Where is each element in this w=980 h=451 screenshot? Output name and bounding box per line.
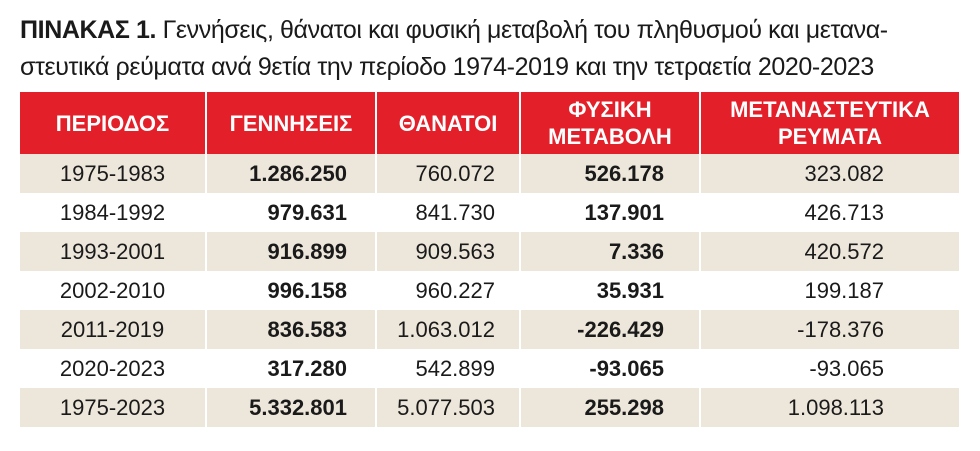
table-cell: 1.063.012 [376, 310, 521, 349]
title-line: στευτικά ρεύματα ανά 9ετία την περίοδο 1… [20, 53, 874, 81]
table-cell: 1975-2023 [20, 388, 207, 427]
table-cell: 1993-2001 [20, 232, 207, 271]
table-row: 1993-2001 916.899 909.563 7.336 420.572 [20, 232, 961, 271]
title-line: Γεννήσεις, θάνατοι και φυσική μεταβολή τ… [162, 16, 889, 44]
table-row: 2020-2023 317.280 542.899 -93.065 -93.065 [20, 349, 961, 388]
table-cell: -178.376 [700, 310, 961, 349]
table-row: 2002-2010 996.158 960.227 35.931 199.187 [20, 271, 961, 310]
table-cell: 426.713 [700, 193, 961, 232]
header-cell: ΘΑΝΑΤΟΙ [376, 92, 521, 154]
table-cell: 420.572 [700, 232, 961, 271]
table-cell: -93.065 [520, 349, 701, 388]
title: ΠΙΝΑΚΑΣ 1. Γεννήσεις, θάνατοι και φυσική… [20, 12, 965, 86]
header-cell: ΠΕΡΙΟΔΟΣ [20, 92, 207, 154]
table-cell: 1.098.113 [700, 388, 961, 427]
table-cell: 836.583 [206, 310, 377, 349]
table-cell: 7.336 [520, 232, 701, 271]
table-cell: 1984-1992 [20, 193, 207, 232]
table-cell: 916.899 [206, 232, 377, 271]
header-row: ΠΕΡΙΟΔΟΣ ΓΕΝΝΗΣΕΙΣ ΘΑΝΑΤΟΙ ΦΥΣΙΚΗ ΜΕΤΑΒΟΛΗ Μ… [20, 92, 961, 154]
table-row: 1984-1992 979.631 841.730 137.901 426.713 [20, 193, 961, 232]
table-cell: 960.227 [376, 271, 521, 310]
header-cell: ΦΥΣΙΚΗ ΜΕΤΑΒΟΛΗ [520, 92, 701, 154]
table-cell: 1.286.250 [206, 154, 377, 193]
table-cell: 137.901 [520, 193, 701, 232]
table-cell: 760.072 [376, 154, 521, 193]
table-cell: 979.631 [206, 193, 377, 232]
table-cell: 841.730 [376, 193, 521, 232]
table-row: 2011-2019 836.583 1.063.012 -226.429 -178.37… [20, 310, 961, 349]
table-cell: 199.187 [700, 271, 961, 310]
title-label: ΠΙΝΑΚΑΣ 1. [20, 16, 157, 44]
table-cell: 2020-2023 [20, 349, 207, 388]
table-body: 1975-1983 1.286.250 760.072 526.178 323.082 1… [20, 154, 961, 427]
table-cell: 526.178 [520, 154, 701, 193]
table-cell: 5.332.801 [206, 388, 377, 427]
data-table: ΠΕΡΙΟΔΟΣ ΓΕΝΝΗΣΕΙΣ ΘΑΝΑΤΟΙ ΦΥΣΙΚΗ ΜΕΤΑΒΟΛΗ Μ… [20, 92, 961, 427]
table-cell: 542.899 [376, 349, 521, 388]
table-row: 1975-2023 5.332.801 5.077.503 255.298 1.098.… [20, 388, 961, 427]
header-cell: ΓΕΝΝΗΣΕΙΣ [206, 92, 377, 154]
table-row: 1975-1983 1.286.250 760.072 526.178 323.082 [20, 154, 961, 193]
table-cell: 255.298 [520, 388, 701, 427]
table-cell: 5.077.503 [376, 388, 521, 427]
table-cell: -226.429 [520, 310, 701, 349]
table-cell: 2002-2010 [20, 271, 207, 310]
table-cell: 35.931 [520, 271, 701, 310]
table-cell: 317.280 [206, 349, 377, 388]
table-cell: 1975-1983 [20, 154, 207, 193]
table-cell: 996.158 [206, 271, 377, 310]
table-cell: 323.082 [700, 154, 961, 193]
header-cell: ΜΕΤΑΝΑΣΤΕΥΤΙΚΑ ΡΕΥΜΑΤΑ [700, 92, 961, 154]
table-cell: -93.065 [700, 349, 961, 388]
table-cell: 909.563 [376, 232, 521, 271]
table-cell: 2011-2019 [20, 310, 207, 349]
